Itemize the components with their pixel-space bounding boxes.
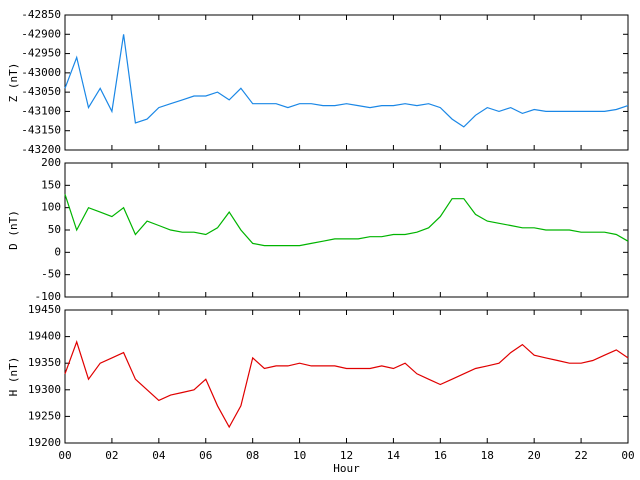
y-tick-label: 50	[48, 223, 61, 236]
y-axis-label: H (nT)	[7, 357, 20, 397]
data-line	[64, 194, 629, 247]
x-tick-label: 08	[246, 449, 259, 462]
x-tick-label: 14	[387, 449, 401, 462]
y-tick-label: 0	[54, 245, 61, 258]
y-tick-label: 19300	[28, 383, 61, 396]
x-tick-label: 04	[152, 449, 166, 462]
x-tick-label: 12	[340, 449, 353, 462]
y-tick-label: 19400	[28, 330, 61, 343]
x-tick-label: 00	[58, 449, 71, 462]
y-tick-label: 19250	[28, 409, 61, 422]
y-tick-label: 19450	[28, 303, 61, 316]
x-tick-label: 02	[105, 449, 118, 462]
y-tick-label: -42900	[21, 27, 61, 40]
y-tick-label: -43150	[21, 124, 61, 137]
y-tick-label: -100	[35, 290, 62, 303]
x-tick-label: 00	[621, 449, 634, 462]
y-tick-label: -42850	[21, 8, 61, 21]
panel-frame	[64, 309, 629, 444]
y-tick-label: 19350	[28, 356, 61, 369]
y-axis-label: Z (nT)	[7, 63, 20, 103]
y-tick-label: -50	[41, 268, 61, 281]
x-tick-label: 20	[528, 449, 541, 462]
y-tick-label: -42950	[21, 47, 61, 60]
data-line	[64, 340, 629, 429]
x-tick-label: 06	[199, 449, 212, 462]
y-tick-label: -43200	[21, 143, 61, 156]
y-tick-label: 19200	[28, 436, 61, 449]
x-tick-label: 22	[574, 449, 587, 462]
y-tick-label: 100	[41, 201, 61, 214]
y-tick-label: -43100	[21, 104, 61, 117]
y-axis-label: D (nT)	[7, 210, 20, 250]
x-axis-label: Hour	[333, 462, 360, 475]
x-tick-label: 16	[434, 449, 447, 462]
data-line	[64, 34, 629, 128]
x-tick-label: 10	[293, 449, 306, 462]
y-tick-label: 200	[41, 156, 61, 169]
y-tick-label: -43000	[21, 66, 61, 79]
y-tick-label: 150	[41, 178, 61, 191]
panel-frame	[64, 14, 629, 151]
x-tick-label: 18	[481, 449, 494, 462]
y-tick-label: -43050	[21, 85, 61, 98]
